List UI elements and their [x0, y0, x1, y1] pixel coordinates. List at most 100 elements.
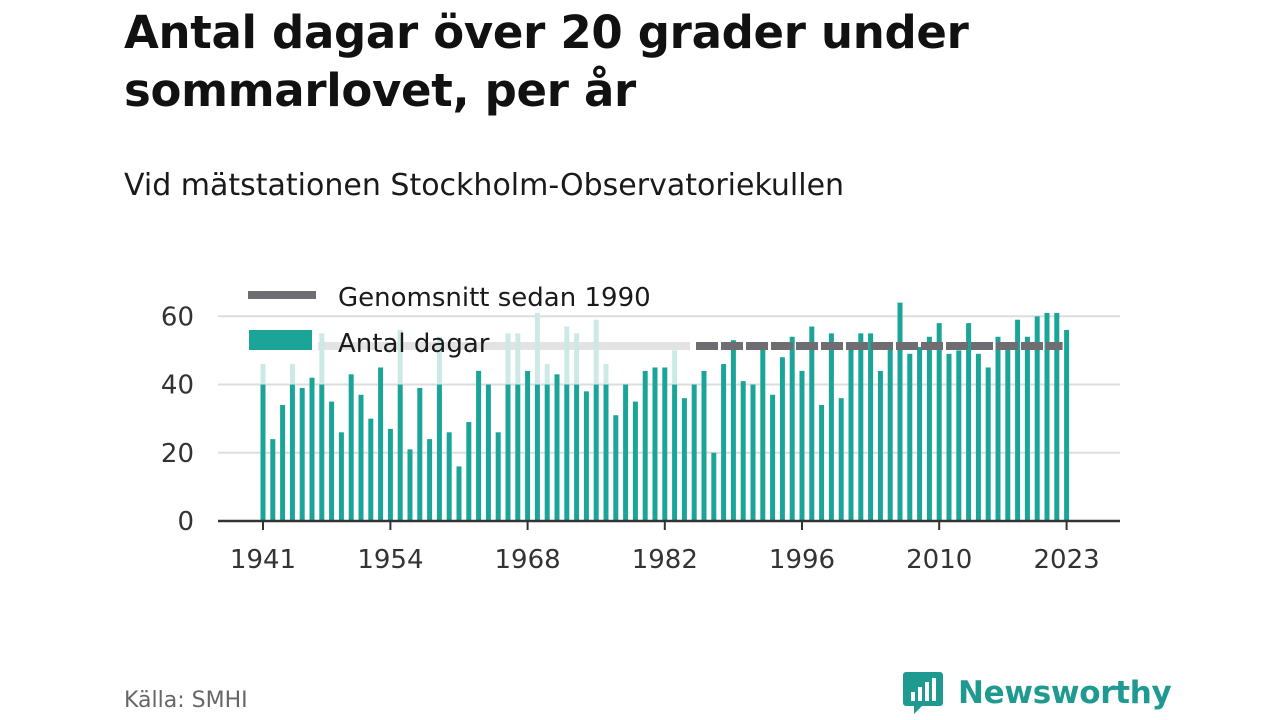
bar-1968	[525, 370, 531, 521]
bar-2002	[858, 333, 864, 521]
bar-1950	[348, 374, 354, 521]
bar-1999	[828, 333, 834, 521]
bar-1978	[623, 384, 629, 521]
bar-1957	[417, 387, 423, 521]
bar-2000	[838, 398, 844, 521]
x-tick-label-1982: 1982	[632, 545, 698, 575]
bar-1969-faded	[534, 312, 540, 385]
bar-1951	[358, 394, 364, 521]
bar-1948	[329, 401, 335, 521]
newsworthy-logo-icon	[903, 672, 943, 714]
bar-1976-faded	[603, 364, 609, 385]
bar-1953	[378, 367, 384, 521]
bar-1995	[789, 336, 795, 521]
bar-1967-faded	[515, 333, 521, 385]
bar-1981	[652, 367, 658, 521]
bar-1965	[495, 432, 501, 521]
x-tick-label-1968: 1968	[495, 545, 561, 575]
bar-1982	[662, 367, 668, 521]
bar-1958	[427, 439, 433, 521]
legend-swatch-bars	[249, 330, 312, 350]
bar-1991	[750, 384, 756, 521]
bar-1973	[574, 384, 580, 521]
bar-1975	[593, 384, 599, 521]
bar-1959-faded	[436, 336, 442, 385]
bar-1952	[368, 418, 374, 521]
legend-swatch-average	[248, 291, 316, 299]
x-tick-label-2023: 2023	[1034, 545, 1100, 575]
bar-1988	[721, 364, 727, 521]
bar-2001	[848, 343, 854, 521]
y-tick-label-0: 0	[177, 507, 194, 537]
bar-1961	[456, 466, 462, 521]
bar-2023	[1064, 329, 1070, 521]
bar-2016	[995, 336, 1001, 521]
x-tick-label-1941: 1941	[230, 545, 296, 575]
bar-1949	[338, 432, 344, 521]
y-tick-label-40: 40	[161, 371, 194, 401]
bar-2020	[1034, 316, 1040, 521]
bar-1943	[280, 405, 286, 521]
bar-1976	[603, 384, 609, 521]
bars	[260, 302, 1070, 521]
bar-1954	[387, 428, 393, 521]
bar-1979	[632, 401, 638, 521]
bar-1956	[407, 449, 413, 521]
bar-1970	[544, 384, 550, 521]
bar-1963	[476, 370, 482, 521]
bar-1975-faded	[593, 319, 599, 385]
y-tick-label-20: 20	[161, 439, 194, 469]
bar-1986	[701, 370, 707, 521]
bar-2007	[907, 353, 913, 521]
bar-2010	[936, 323, 942, 521]
bar-1990	[740, 381, 746, 521]
bar-1970-faded	[544, 364, 550, 385]
x-tick-label-2010: 2010	[906, 545, 972, 575]
bar-1955	[397, 384, 403, 521]
bar-1973-faded	[574, 333, 580, 385]
bar-2014	[975, 353, 981, 521]
bar-2019	[1024, 336, 1030, 521]
bar-1977	[613, 415, 619, 521]
bar-1993	[770, 394, 776, 521]
bar-2004	[877, 370, 883, 521]
bar-1942	[270, 439, 276, 521]
bar-2006	[897, 302, 903, 521]
bar-1947-faded	[319, 333, 325, 385]
bar-1941-faded	[260, 364, 266, 385]
bar-1994	[779, 357, 785, 521]
bar-1987	[711, 452, 717, 521]
bar-1967	[515, 384, 521, 521]
bar-1984	[681, 398, 687, 521]
bar-1983-faded	[672, 350, 678, 385]
brand-logo[interactable]: Newsworthy	[902, 671, 1172, 715]
chart-title: Antal dagar över 20 grader under sommarl…	[124, 6, 969, 117]
source-note: Källa: SMHI	[124, 688, 248, 713]
bar-1972	[564, 384, 570, 521]
bar-1997	[809, 326, 815, 521]
bar-1983	[672, 384, 678, 521]
bar-1962	[466, 422, 472, 521]
bar-1955-faded	[397, 329, 403, 385]
y-tick-label-60: 60	[161, 302, 194, 332]
bar-2012	[956, 350, 962, 521]
bar-1964	[485, 384, 491, 521]
bar-1944-faded	[289, 364, 295, 385]
x-tick-label-1954: 1954	[357, 545, 423, 575]
bar-1980	[642, 370, 648, 521]
bar-2008	[917, 347, 923, 521]
bar-2018	[1015, 319, 1021, 521]
bar-1945	[299, 387, 305, 521]
bar-2005	[887, 347, 893, 521]
bar-1969	[534, 384, 540, 521]
bar-1974	[583, 391, 589, 521]
bar-2017	[1005, 343, 1011, 521]
chart-subtitle: Vid mätstationen Stockholm-Observatoriek…	[124, 168, 845, 203]
bar-1966	[505, 384, 511, 521]
bar-1947	[319, 384, 325, 521]
bar-1941	[260, 384, 266, 521]
bar-2009	[926, 336, 932, 521]
bar-1966-faded	[505, 333, 511, 385]
bar-1960	[446, 432, 452, 521]
bar-1959	[436, 384, 442, 521]
